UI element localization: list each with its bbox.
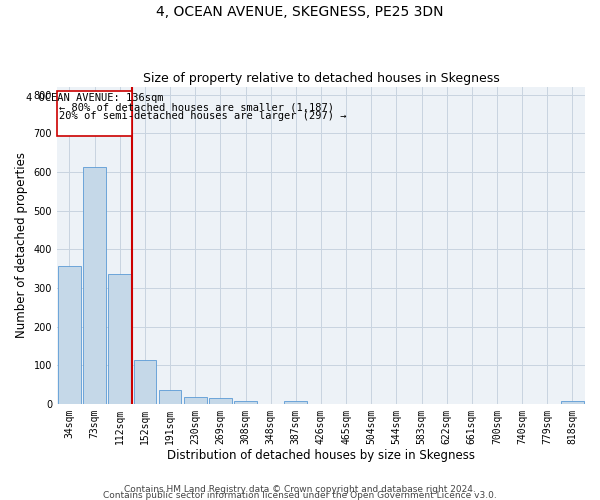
X-axis label: Distribution of detached houses by size in Skegness: Distribution of detached houses by size … xyxy=(167,450,475,462)
Bar xyxy=(109,274,131,404)
Text: 4 OCEAN AVENUE: 136sqm: 4 OCEAN AVENUE: 136sqm xyxy=(26,93,163,103)
Text: Contains HM Land Registry data © Crown copyright and database right 2024.: Contains HM Land Registry data © Crown c… xyxy=(124,484,476,494)
Text: 20% of semi-detached houses are larger (297) →: 20% of semi-detached houses are larger (… xyxy=(59,111,347,121)
Bar xyxy=(284,401,307,404)
FancyBboxPatch shape xyxy=(57,91,133,136)
Bar xyxy=(134,360,156,404)
Text: 4, OCEAN AVENUE, SKEGNESS, PE25 3DN: 4, OCEAN AVENUE, SKEGNESS, PE25 3DN xyxy=(156,5,444,19)
Bar xyxy=(58,266,81,404)
Text: ← 80% of detached houses are smaller (1,187): ← 80% of detached houses are smaller (1,… xyxy=(59,102,334,113)
Y-axis label: Number of detached properties: Number of detached properties xyxy=(15,152,28,338)
Bar xyxy=(184,397,206,404)
Bar xyxy=(83,167,106,404)
Bar xyxy=(234,400,257,404)
Bar xyxy=(209,398,232,404)
Bar xyxy=(159,390,181,404)
Title: Size of property relative to detached houses in Skegness: Size of property relative to detached ho… xyxy=(143,72,499,85)
Bar xyxy=(561,401,584,404)
Text: Contains public sector information licensed under the Open Government Licence v3: Contains public sector information licen… xyxy=(103,490,497,500)
